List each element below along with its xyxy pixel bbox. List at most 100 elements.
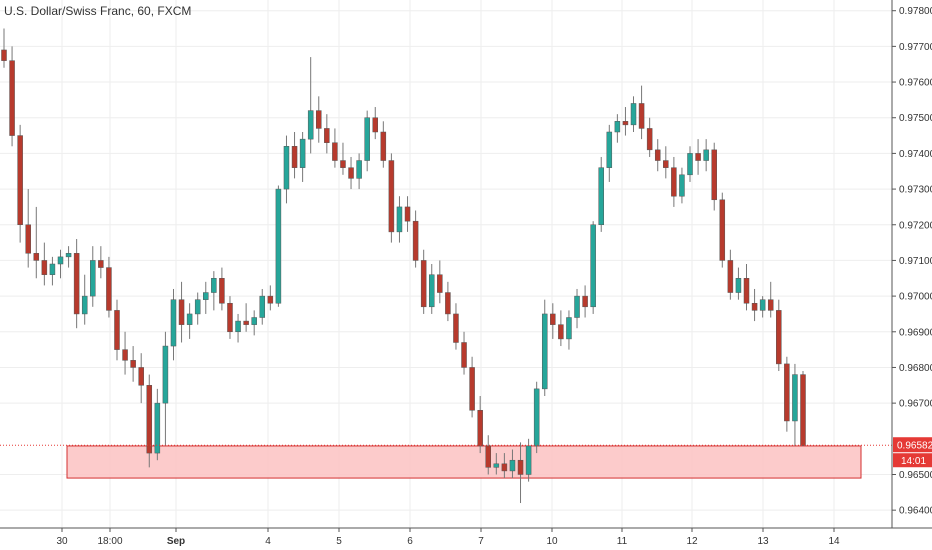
- candle-up: [57, 256, 64, 265]
- candle-down: [380, 131, 387, 161]
- candle-up: [65, 253, 72, 258]
- x-tick-label: 14: [828, 536, 840, 547]
- price-axis[interactable]: 0.97800 0.97700 0.97600 0.97500 0.97400 0.973…: [892, 6, 932, 517]
- candle-up: [428, 274, 435, 308]
- candle-down: [671, 167, 677, 197]
- candle-up: [525, 445, 532, 475]
- candle-down: [727, 260, 734, 293]
- candle-up: [630, 103, 637, 126]
- candle-down: [25, 224, 31, 254]
- candle-up: [194, 299, 201, 315]
- candle-up: [170, 299, 177, 347]
- x-tick-label: 12: [686, 536, 698, 547]
- candle-down: [517, 459, 524, 475]
- x-tick-label: 7: [478, 536, 484, 547]
- y-tick-label: 0.97400: [899, 149, 932, 160]
- candle-down: [485, 445, 491, 468]
- current-price-tag-bg: [893, 437, 932, 453]
- y-tick-label: 0.96400: [899, 506, 932, 517]
- candle-up: [614, 121, 621, 133]
- y-tick-label: 0.96700: [899, 399, 932, 410]
- candle-up: [356, 160, 362, 179]
- candle-down: [743, 278, 750, 304]
- candles: [1, 28, 806, 504]
- candle-up: [90, 260, 96, 297]
- x-tick-label: 13: [757, 536, 769, 547]
- candle-down: [622, 121, 629, 126]
- countdown-label: 14:01: [901, 456, 926, 467]
- candle-down: [751, 302, 758, 311]
- candle-down: [41, 260, 48, 275]
- x-tick-label: 18:00: [97, 536, 122, 547]
- candle-down: [316, 110, 322, 129]
- candle-down: [33, 253, 40, 261]
- candle-up: [509, 459, 516, 472]
- current-price-tag: 0.96582 14:01: [893, 437, 932, 468]
- candle-down: [404, 206, 411, 222]
- candle-down: [784, 363, 790, 422]
- candle-up: [679, 174, 685, 197]
- x-tick-label: Sep: [167, 536, 185, 547]
- candle-up: [396, 206, 403, 233]
- y-tick-label: 0.96500: [899, 470, 932, 481]
- candle-down: [461, 342, 467, 368]
- candle-up: [703, 149, 709, 161]
- candle-down: [106, 267, 112, 311]
- support-zone[interactable]: [66, 445, 862, 479]
- y-tick-label: 0.97600: [899, 78, 932, 89]
- candle-down: [477, 410, 483, 447]
- candle-up: [154, 402, 161, 454]
- candle-down: [719, 199, 726, 261]
- candle-down: [227, 302, 233, 333]
- candle-down: [219, 278, 225, 304]
- candle-down: [469, 367, 475, 411]
- x-tick-label: 30: [56, 536, 68, 547]
- candle-down: [388, 160, 395, 233]
- candle-up: [162, 345, 169, 404]
- y-tick-label: 0.97700: [899, 42, 932, 53]
- candle-up: [687, 153, 693, 176]
- candle-down: [332, 142, 338, 161]
- candle-down: [800, 374, 806, 446]
- candle-up: [541, 313, 548, 390]
- candle-down: [437, 274, 443, 293]
- candle-down: [767, 299, 774, 311]
- countdown-tag-bg: [893, 453, 932, 468]
- candle-up: [203, 292, 209, 300]
- candle-up: [235, 320, 241, 333]
- candle-down: [114, 310, 120, 350]
- candle-down: [453, 313, 459, 343]
- chart-title: U.S. Dollar/Swiss Franc, 60, FXCM: [4, 4, 192, 18]
- candle-up: [81, 295, 88, 315]
- candle-up: [307, 110, 314, 140]
- candle-down: [558, 324, 564, 340]
- y-tick-label: 0.97800: [899, 6, 932, 17]
- candle-down: [646, 128, 653, 151]
- current-price-label: 0.96582: [897, 441, 932, 452]
- candle-down: [372, 117, 379, 133]
- candle-up: [211, 278, 217, 293]
- candle-up: [590, 224, 596, 308]
- x-tick-label: 5: [336, 536, 342, 547]
- time-axis[interactable]: 30 18:00 Sep 4 5 6 7 10 11 12 13 14: [56, 528, 840, 547]
- y-tick-label: 0.97500: [899, 113, 932, 124]
- candle-down: [501, 463, 508, 472]
- candle-down: [582, 295, 588, 308]
- candle-up: [759, 299, 766, 311]
- candle-down: [267, 295, 274, 304]
- candle-up: [49, 263, 56, 275]
- candle-up: [598, 167, 604, 226]
- candle-up: [735, 278, 742, 293]
- candle-up: [299, 138, 306, 168]
- candle-down: [711, 149, 717, 201]
- candle-down: [73, 253, 80, 315]
- candle-up: [574, 295, 580, 318]
- y-tick-label: 0.96900: [899, 327, 932, 338]
- y-tick-label: 0.97200: [899, 220, 932, 231]
- candle-down: [776, 310, 782, 365]
- candle-up: [259, 295, 266, 318]
- candle-down: [17, 135, 23, 226]
- candle-down: [445, 292, 451, 315]
- candle-down: [178, 299, 185, 325]
